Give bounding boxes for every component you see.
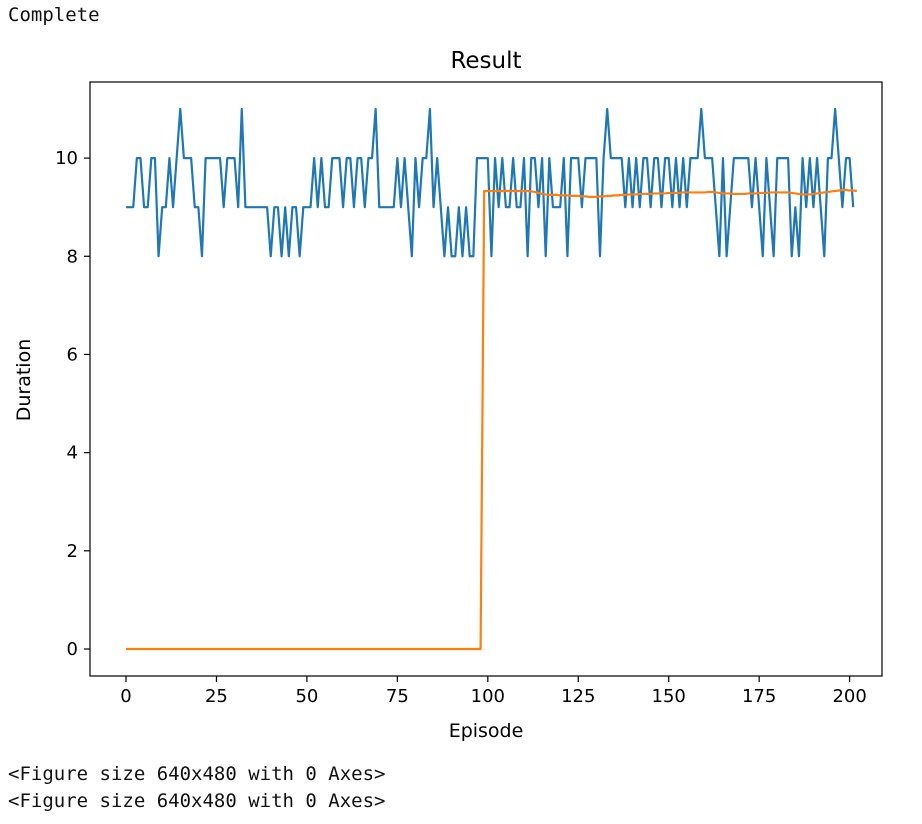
y-tick-label: 8 xyxy=(67,246,78,267)
y-tick-label: 2 xyxy=(67,541,78,562)
x-tick-label: 50 xyxy=(295,686,318,707)
cell-output-status: Complete xyxy=(8,4,100,26)
plot-area xyxy=(89,81,883,677)
x-axis-label: Episode xyxy=(449,720,524,742)
series-line-1 xyxy=(126,107,855,258)
chart-title: Result xyxy=(450,48,521,74)
y-axis-ticks: 0 2 4 6 8 10 xyxy=(55,148,90,660)
y-tick-label: 4 xyxy=(67,443,78,464)
result-chart: 0 25 50 75 100 125 150 175 200 0 2 4 6 8 10 Result Ep… xyxy=(13,48,883,742)
y-tick-label: 10 xyxy=(55,148,78,169)
x-tick-label: 25 xyxy=(205,686,228,707)
axes-frame xyxy=(89,81,883,677)
x-tick-label: 175 xyxy=(742,686,776,707)
series-layer xyxy=(126,107,857,651)
figure-log-line: <Figure size 640x480 with 0 Axes> xyxy=(8,790,386,812)
x-tick-label: 75 xyxy=(386,686,409,707)
x-tick-label: 0 xyxy=(120,686,131,707)
y-axis-label: Duration xyxy=(13,339,35,422)
y-tick-label: 6 xyxy=(67,344,78,365)
series-line-2 xyxy=(126,188,857,651)
x-tick-label: 150 xyxy=(652,686,686,707)
x-axis-ticks: 0 25 50 75 100 125 150 175 200 xyxy=(120,676,867,707)
x-tick-label: 200 xyxy=(832,686,866,707)
x-tick-label: 100 xyxy=(471,686,505,707)
y-tick-label: 0 xyxy=(67,639,78,660)
x-tick-label: 125 xyxy=(561,686,595,707)
figure-log-line: <Figure size 640x480 with 0 Axes> xyxy=(8,763,386,785)
